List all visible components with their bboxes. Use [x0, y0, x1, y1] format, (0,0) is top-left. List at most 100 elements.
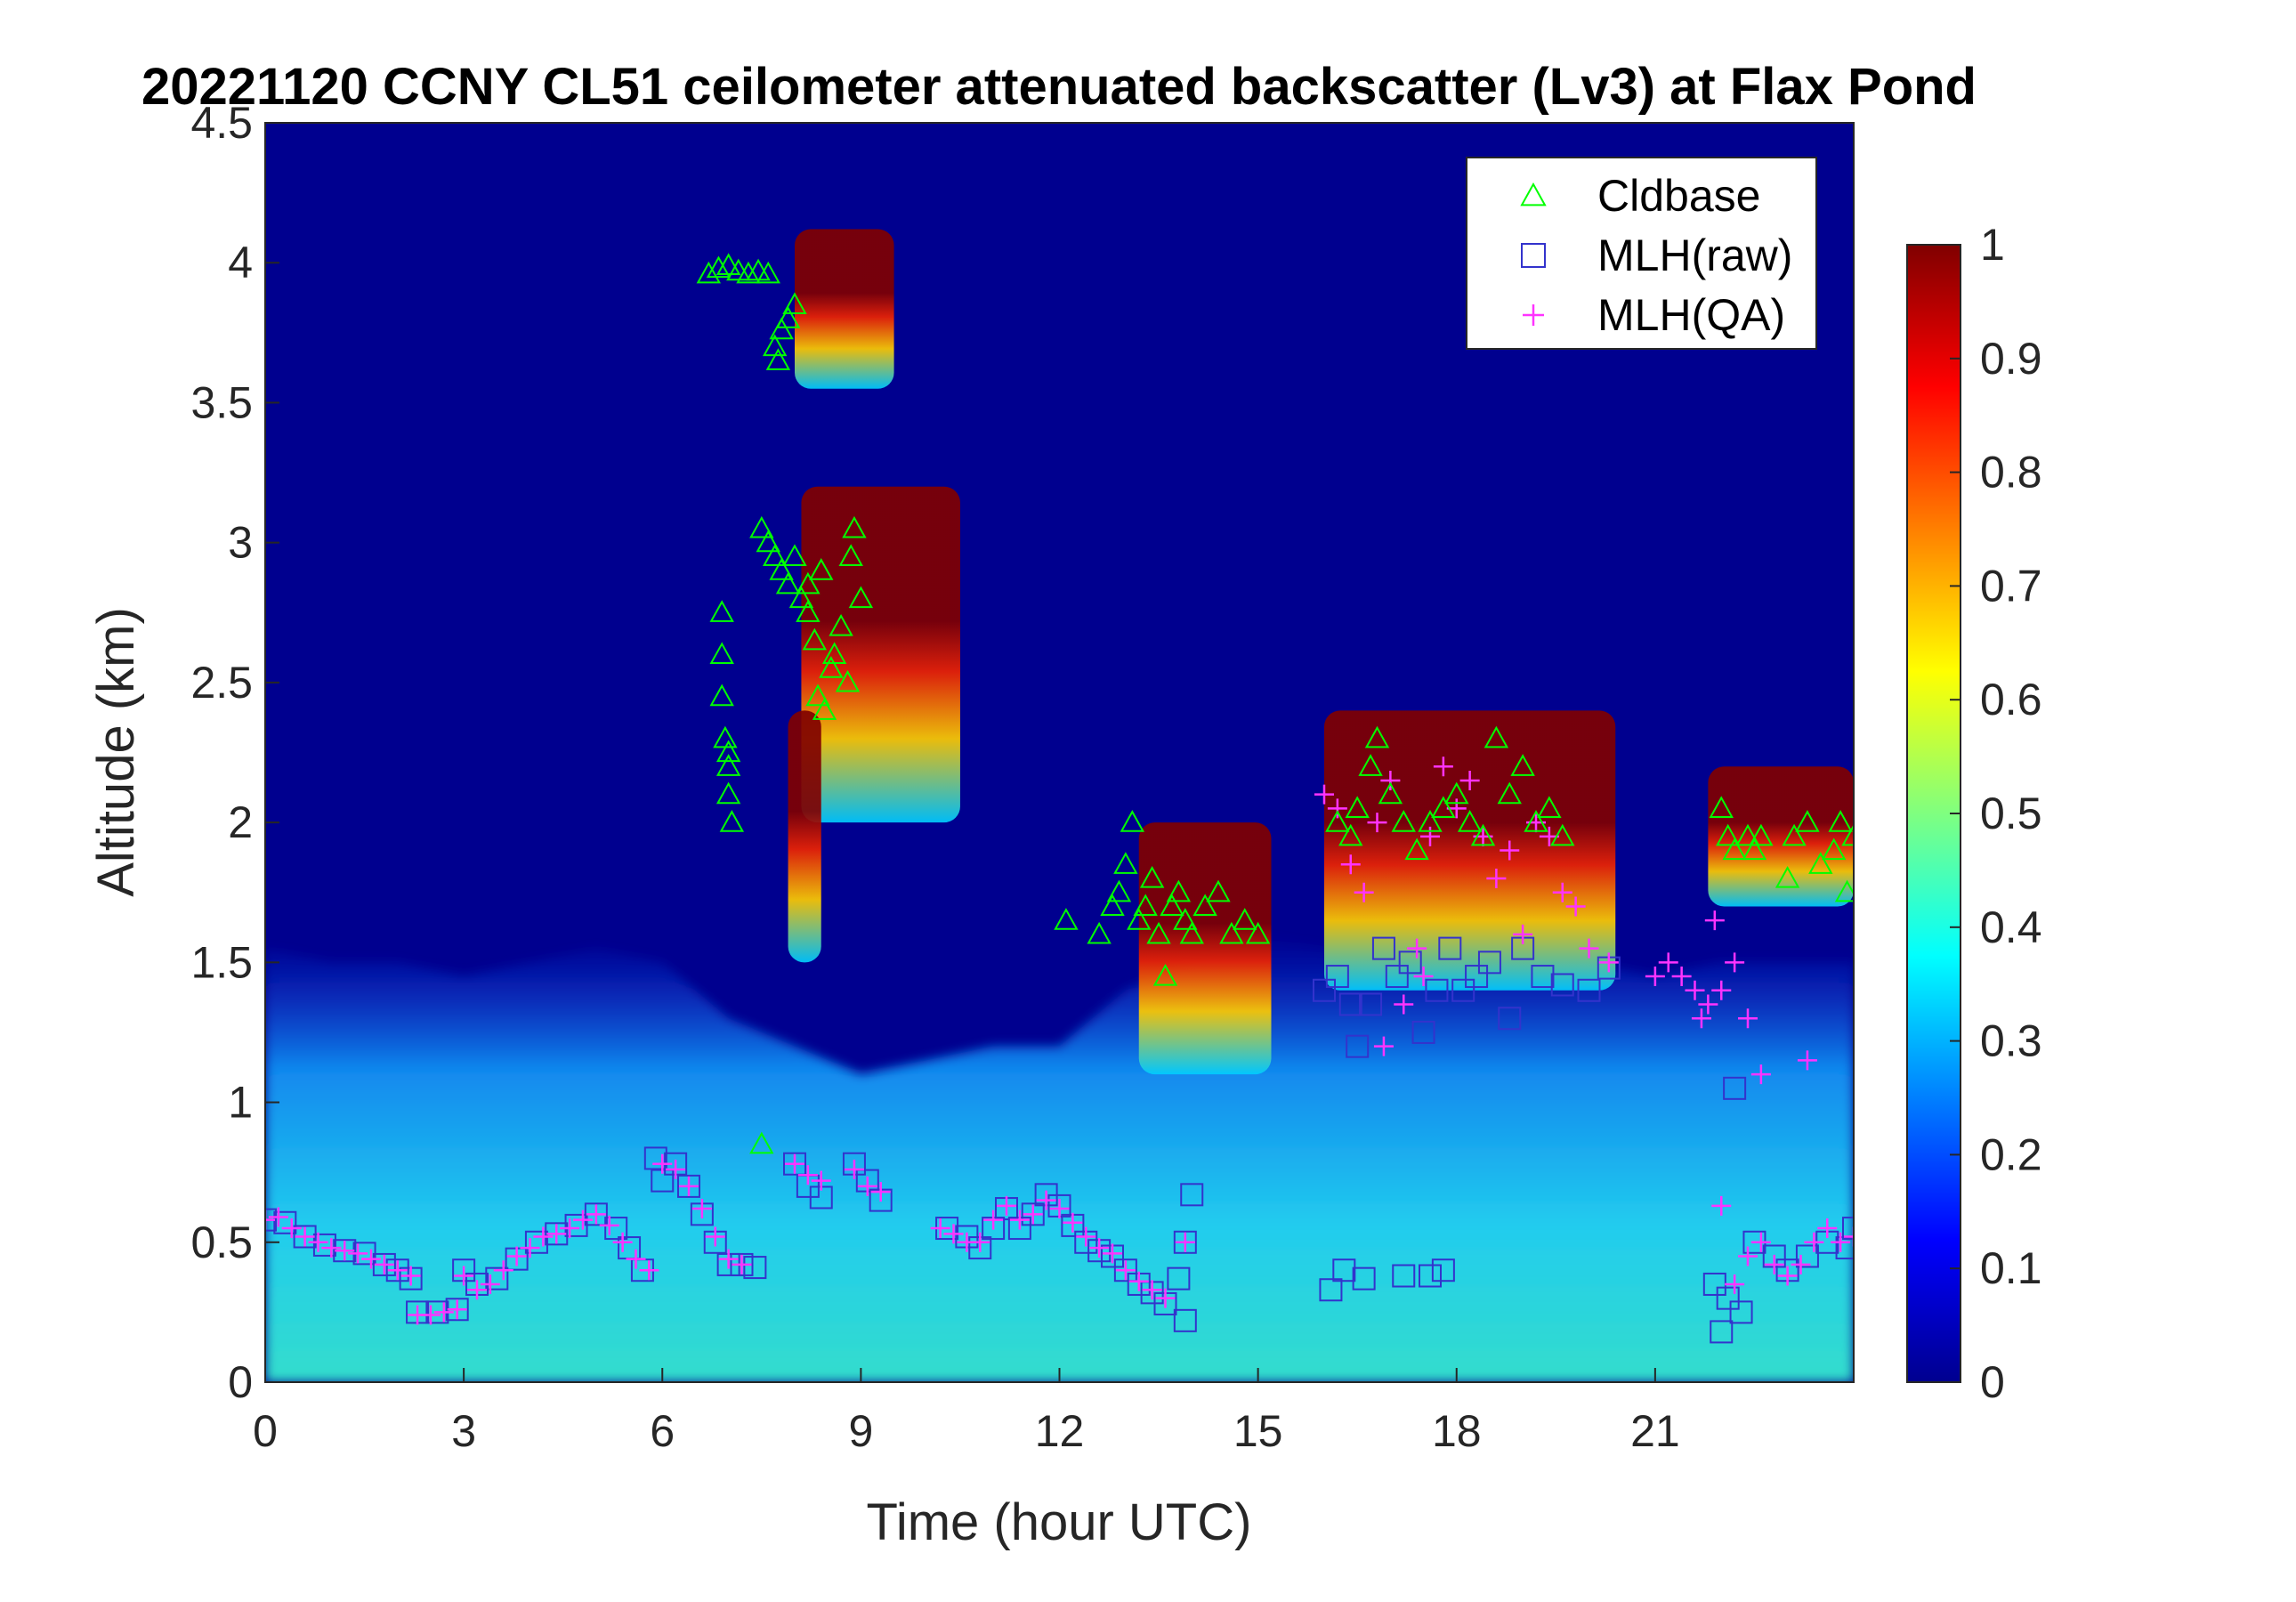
data-point — [1795, 1244, 1819, 1268]
data-point — [1444, 781, 1469, 805]
data-point — [715, 740, 741, 763]
data-point — [1484, 725, 1509, 748]
data-point — [1325, 965, 1349, 989]
data-point — [1715, 823, 1741, 846]
colorbar-tick-label: 0.8 — [1980, 448, 2042, 498]
data-point — [400, 1266, 421, 1286]
data-point — [1844, 1226, 1854, 1247]
data-point — [265, 1208, 277, 1232]
data-point — [1645, 967, 1665, 987]
data-point — [1173, 1308, 1197, 1332]
y-tick-label: 3.5 — [190, 377, 253, 427]
data-point — [1497, 781, 1522, 805]
data-point — [756, 261, 780, 284]
data-point — [1233, 908, 1257, 930]
data-point — [268, 1207, 288, 1227]
cloud-layer — [801, 486, 960, 823]
data-point — [1685, 980, 1705, 1000]
y-tick-label: 4.5 — [190, 98, 253, 148]
legend-box — [1466, 157, 1817, 350]
data-point — [312, 1233, 336, 1257]
x-tick-label: 6 — [650, 1406, 675, 1456]
data-point — [811, 1170, 831, 1191]
data-point — [1391, 810, 1416, 832]
legend-marker-plus — [1523, 304, 1544, 326]
data-point — [467, 1280, 487, 1300]
data-point — [1459, 770, 1480, 790]
data-point — [715, 754, 741, 776]
data-point — [1671, 967, 1692, 987]
data-point — [1477, 951, 1501, 975]
data-point — [361, 1249, 381, 1269]
data-point — [1725, 1274, 1745, 1294]
data-point — [1115, 1260, 1136, 1281]
data-point — [1373, 1036, 1394, 1056]
data-point — [333, 1239, 357, 1263]
data-point — [709, 642, 734, 665]
data-point — [835, 669, 861, 692]
data-point — [643, 1146, 667, 1170]
data-point — [765, 348, 791, 370]
data-point — [433, 1302, 454, 1323]
data-point — [372, 1252, 396, 1276]
data-point — [1113, 1258, 1137, 1282]
data-point — [1338, 992, 1362, 1016]
data-point — [1750, 1232, 1771, 1252]
data-point — [1709, 796, 1734, 818]
colorbar-tick-label: 0.7 — [1980, 561, 2042, 611]
data-point — [1433, 756, 1453, 777]
data-point — [293, 1225, 317, 1249]
data-point — [1431, 1258, 1455, 1282]
x-tick-label: 3 — [451, 1406, 476, 1456]
data-point — [838, 544, 863, 566]
colorbar-tick-label: 0.6 — [1980, 675, 2042, 724]
colorbar-tick-label: 0 — [1980, 1357, 2005, 1407]
data-point — [1371, 936, 1395, 960]
data-point — [1049, 1199, 1070, 1219]
data-point — [802, 627, 828, 651]
data-point — [485, 1266, 509, 1290]
data-point — [1021, 1202, 1045, 1226]
data-point — [705, 1226, 725, 1247]
cloud-layer — [795, 229, 894, 389]
data-point — [1579, 938, 1599, 959]
data-point — [1795, 810, 1820, 832]
data-point — [1777, 1266, 1798, 1286]
data-point — [1710, 1320, 1734, 1344]
data-point — [870, 1182, 891, 1202]
data-point — [983, 1210, 1004, 1230]
data-point — [1127, 908, 1152, 930]
data-point — [387, 1260, 408, 1281]
data-point — [1023, 1204, 1043, 1225]
data-point — [1313, 978, 1336, 1002]
colorbar-tick-label: 1 — [1980, 220, 2005, 270]
data-point — [1470, 823, 1496, 846]
data-point — [1750, 1064, 1771, 1085]
data-point — [1831, 1232, 1851, 1252]
data-point — [604, 1217, 628, 1241]
data-point — [533, 1226, 554, 1247]
data-point — [1100, 894, 1125, 917]
data-point — [796, 600, 821, 622]
data-point — [730, 1252, 754, 1276]
data-point — [1841, 823, 1854, 846]
data-point — [844, 1160, 864, 1180]
x-tick-label: 0 — [253, 1406, 278, 1456]
data-point — [1438, 936, 1462, 960]
data-point — [1797, 1050, 1817, 1071]
data-point — [560, 1218, 580, 1239]
data-point — [1338, 823, 1363, 846]
data-point — [812, 698, 837, 720]
data-point — [783, 1152, 806, 1176]
x-tick-label: 15 — [1233, 1406, 1283, 1456]
data-point — [785, 1153, 804, 1174]
data-point — [715, 781, 741, 805]
data-point — [1133, 894, 1158, 917]
data-point — [445, 1298, 469, 1322]
data-point — [1385, 965, 1409, 989]
data-point — [1531, 965, 1555, 989]
data-point — [1808, 852, 1833, 874]
data-point — [1314, 784, 1334, 805]
data-point — [1598, 952, 1619, 973]
